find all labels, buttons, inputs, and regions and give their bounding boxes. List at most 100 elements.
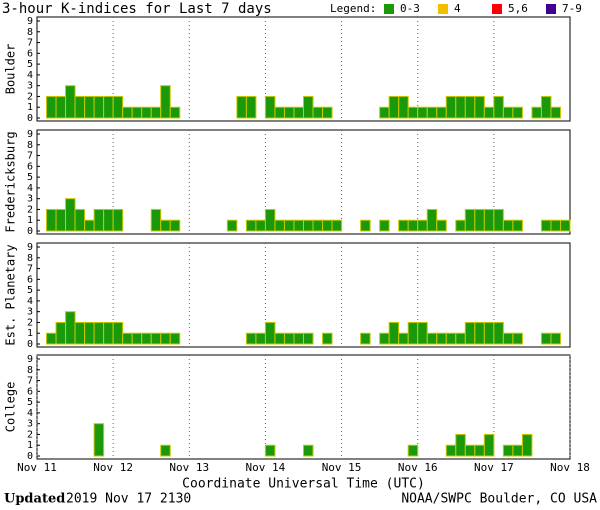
bar [150, 208, 162, 232]
y-tick-label: 1 [27, 102, 33, 113]
bar [169, 332, 181, 345]
y-tick-label: 8 [27, 140, 33, 151]
bar [426, 332, 438, 345]
bar [46, 332, 57, 345]
bar [84, 219, 95, 232]
bar [512, 332, 523, 345]
y-tick-label: 4 [27, 408, 33, 419]
x-tick-label: Nov 16 [398, 461, 438, 474]
bar [474, 208, 485, 232]
bar [46, 95, 57, 119]
bar [93, 321, 105, 345]
y-axis-label: Boulder [4, 44, 18, 95]
bar [436, 332, 447, 345]
bar [245, 332, 257, 345]
y-tick-label: 1 [27, 440, 33, 451]
bar [407, 321, 419, 345]
bar [407, 219, 419, 232]
y-tick-label: 3 [27, 194, 33, 205]
bar [493, 321, 504, 345]
bar [160, 219, 171, 232]
bar [312, 219, 324, 232]
bar [512, 106, 523, 119]
bar [388, 95, 400, 119]
bar [502, 106, 514, 119]
bar [245, 219, 257, 232]
bar [93, 208, 105, 232]
bar [55, 208, 67, 232]
y-tick-label: 4 [27, 183, 33, 194]
bar [274, 219, 285, 232]
bar [540, 219, 552, 232]
bar [388, 321, 400, 345]
bar [474, 321, 485, 345]
bar [131, 332, 143, 345]
bar [283, 219, 295, 232]
bar [540, 95, 552, 119]
bar [122, 106, 133, 119]
bar [160, 444, 171, 457]
y-tick-label: 8 [27, 253, 33, 264]
bar [283, 332, 295, 345]
y-axis-label: Fredericksburg [4, 131, 18, 232]
legend-label: 0-3 [400, 2, 420, 15]
bar [360, 219, 371, 232]
bar [474, 444, 485, 457]
bar [236, 95, 247, 119]
bar [226, 219, 238, 232]
y-axis-label: Est. Planetary [4, 244, 18, 345]
y-tick-label: 9 [27, 129, 33, 140]
bar [55, 321, 67, 345]
bar [502, 332, 514, 345]
bar [559, 219, 571, 232]
y-tick-label: 5 [27, 172, 33, 183]
bar [93, 423, 105, 457]
bar [512, 219, 523, 232]
bar [426, 208, 438, 232]
bar [112, 95, 124, 119]
y-tick-label: 7 [27, 264, 33, 275]
bar [283, 106, 295, 119]
bar [112, 321, 124, 345]
bar [264, 208, 276, 232]
bar [360, 332, 371, 345]
bar [46, 208, 57, 232]
y-tick-label: 9 [27, 354, 33, 365]
y-tick-label: 0 [27, 451, 33, 462]
bar [464, 444, 476, 457]
bar [74, 321, 86, 345]
legend-title: Legend: [330, 2, 376, 15]
bar [398, 95, 409, 119]
bar [84, 95, 95, 119]
bar [245, 95, 257, 119]
bar [455, 433, 466, 457]
y-tick-label: 7 [27, 38, 33, 49]
y-tick-label: 2 [27, 91, 33, 102]
bar [322, 106, 333, 119]
legend-label: 7-9 [562, 2, 582, 15]
bar [160, 332, 171, 345]
plot-frame [36, 129, 571, 235]
y-tick-label: 1 [27, 215, 33, 226]
bar [455, 332, 466, 345]
y-tick-label: 6 [27, 274, 33, 285]
bar [455, 95, 466, 119]
source: NOAA/SWPC Boulder, CO USA [401, 492, 597, 507]
y-tick-label: 6 [27, 386, 33, 397]
legend-swatch [546, 4, 556, 14]
y-tick-label: 1 [27, 328, 33, 339]
bar [493, 95, 504, 119]
bar [550, 332, 561, 345]
bar [455, 219, 466, 232]
bar [417, 106, 428, 119]
bar [445, 332, 457, 345]
bar [65, 311, 76, 345]
y-tick-label: 2 [27, 204, 33, 215]
bar [502, 219, 514, 232]
bar [426, 106, 438, 119]
bar [141, 106, 152, 119]
x-tick-label: Nov 13 [169, 461, 209, 474]
bar [264, 95, 276, 119]
bar [445, 95, 457, 119]
